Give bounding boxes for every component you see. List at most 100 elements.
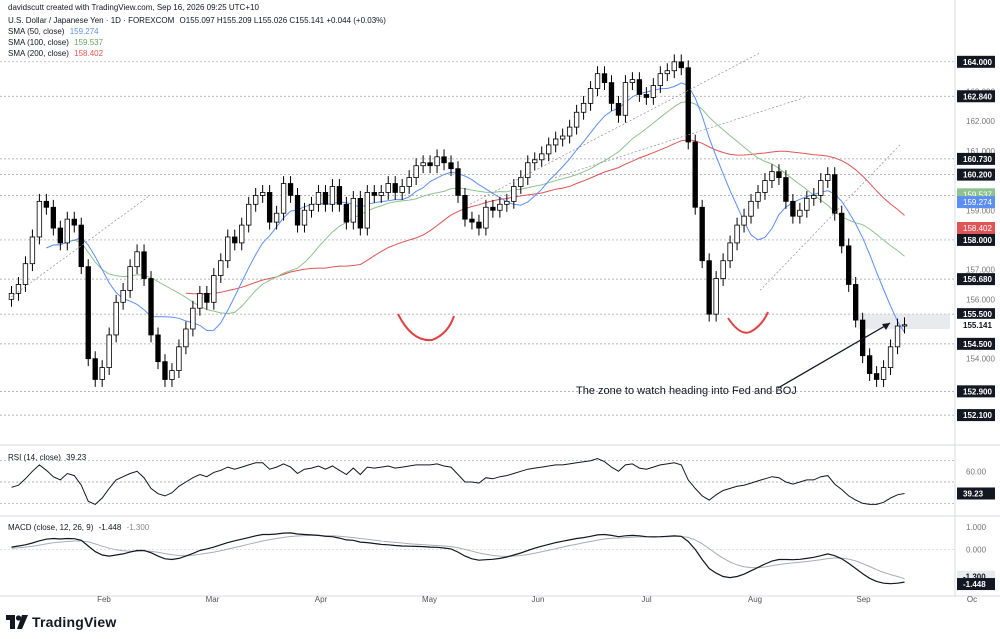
price-level-label: 152.900	[963, 387, 992, 396]
candle	[120, 290, 126, 303]
candle	[497, 203, 503, 211]
price-level-tag	[957, 337, 995, 350]
trendline	[469, 52, 761, 205]
macd-tick-label: 0.000	[966, 545, 987, 554]
candle	[57, 227, 63, 244]
tradingview-logo[interactable]: TradingView	[6, 614, 116, 630]
candle	[853, 284, 859, 321]
candle	[901, 324, 908, 327]
candle	[448, 162, 454, 170]
price-level-label: 160.730	[963, 155, 992, 164]
price-level-label: 158.000	[963, 236, 992, 245]
rsi-value-tag-label: 39.23	[963, 489, 984, 498]
candle	[148, 278, 154, 336]
candle	[273, 212, 280, 223]
candle	[546, 144, 552, 155]
candle	[99, 367, 105, 380]
candle	[441, 156, 447, 164]
candle	[678, 61, 684, 69]
candle	[225, 236, 231, 262]
candle	[371, 192, 377, 196]
trendline	[554, 97, 806, 178]
candle	[301, 209, 308, 226]
price-level-tag	[957, 90, 995, 103]
x-axis-label: Sep	[856, 595, 871, 604]
candle	[64, 218, 70, 244]
candle	[894, 325, 901, 348]
candle	[762, 180, 768, 193]
price-level-label: 156.680	[963, 275, 992, 284]
price-level-tag	[957, 168, 995, 181]
candle	[22, 263, 29, 285]
sma-tag	[957, 196, 995, 209]
candle	[755, 192, 761, 202]
macd-signal-value: -1.300	[126, 523, 150, 532]
candle	[559, 135, 566, 140]
candle	[43, 200, 50, 208]
annotation-text: The zone to watch heading into Fed and B…	[576, 385, 797, 397]
candle	[455, 168, 461, 196]
macd-title: MACD (close, 12, 26, 9)	[8, 523, 94, 532]
sma200-legend[interactable]: SMA (200, close) 158.402	[8, 49, 103, 59]
candle	[839, 212, 845, 247]
candle	[211, 275, 217, 303]
candle	[336, 186, 343, 205]
price-level-tag	[957, 233, 995, 246]
x-axis-label: Apr	[315, 595, 328, 604]
candle	[741, 215, 747, 226]
sma-tag-label: 159.274	[963, 198, 992, 207]
y-tick-label: 159.000	[966, 206, 995, 215]
candle	[155, 334, 161, 363]
macd-value-tag-label: -1.300	[963, 573, 986, 582]
candle	[685, 67, 691, 143]
candle	[280, 183, 287, 214]
candle	[636, 79, 643, 95]
x-axis-label: Feb	[97, 595, 111, 604]
candle	[71, 218, 77, 226]
candle	[406, 177, 412, 187]
candle	[734, 224, 740, 244]
candle	[253, 195, 259, 205]
rsi-legend[interactable]: RSI (14, close) 39.23	[8, 453, 86, 463]
candle	[127, 266, 133, 291]
candle	[357, 197, 363, 229]
candle	[671, 61, 677, 72]
macd-legend[interactable]: MACD (close, 12, 26, 9) -1.448 -1.300	[8, 523, 149, 533]
macd-signal-line	[11, 534, 905, 580]
candle	[392, 183, 398, 193]
candle	[713, 278, 719, 315]
candle	[846, 245, 852, 285]
candle	[427, 162, 433, 167]
candle	[15, 284, 22, 294]
symbol-legend: U.S. Dollar / Japanese Yen · 1D · FOREXC…	[8, 16, 386, 26]
candle	[343, 203, 350, 223]
trendline	[7, 195, 151, 300]
candle	[162, 361, 168, 380]
rsi-value: 39.23	[66, 453, 87, 462]
sma50-legend[interactable]: SMA (50, close) 159.274	[8, 27, 99, 37]
sma100-value: 159.537	[74, 38, 104, 47]
macd-tick-label: 1.000	[966, 523, 987, 532]
price-level-tag	[957, 318, 995, 331]
candle	[78, 224, 84, 268]
price-level-label: 152.100	[963, 411, 992, 420]
candle	[629, 79, 636, 83]
candle	[378, 192, 384, 196]
candle	[622, 82, 629, 116]
annotation-arrow	[777, 322, 891, 389]
price-level-tag	[957, 152, 995, 165]
candle	[141, 251, 147, 279]
candle	[239, 224, 245, 244]
symbol-title: U.S. Dollar / Japanese Yen · 1D · FOREXC…	[8, 16, 175, 25]
y-tick-label: 161.000	[966, 147, 995, 156]
sma200-value: 158.402	[74, 49, 104, 58]
sma100-legend[interactable]: SMA (100, close) 159.537	[8, 38, 103, 48]
candle	[490, 206, 496, 211]
candle	[692, 141, 698, 208]
candle	[483, 206, 489, 229]
candle	[873, 373, 880, 380]
candle	[553, 138, 559, 146]
price-level-label: 160.200	[963, 171, 992, 180]
